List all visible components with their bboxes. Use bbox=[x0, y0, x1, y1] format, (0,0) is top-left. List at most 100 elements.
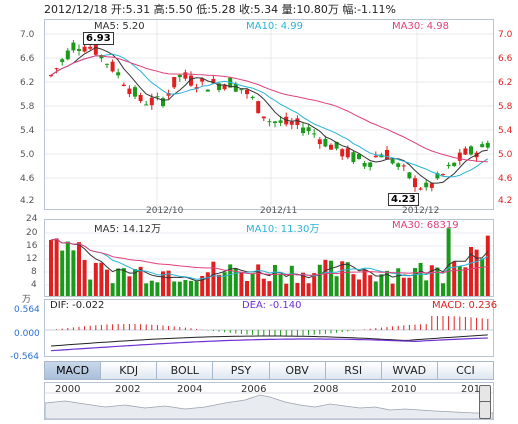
candle bbox=[463, 148, 468, 155]
volume-bar bbox=[177, 281, 182, 296]
volume-bar bbox=[194, 281, 199, 296]
volume-bar bbox=[385, 270, 389, 296]
volume-chart-panel[interactable] bbox=[44, 219, 494, 297]
volume-bar bbox=[161, 271, 165, 296]
volume-bar bbox=[306, 283, 311, 296]
vol-y-tick: 4 bbox=[31, 280, 37, 290]
ma5-line bbox=[50, 46, 488, 184]
volume-bar bbox=[329, 260, 333, 296]
candle bbox=[390, 159, 395, 164]
vol-y-tick: 16 bbox=[26, 241, 38, 251]
candle bbox=[418, 188, 423, 190]
volume-bar bbox=[200, 275, 205, 296]
candle bbox=[233, 83, 238, 92]
candle bbox=[329, 144, 333, 150]
candle bbox=[127, 88, 132, 95]
tab-macd[interactable]: MACD bbox=[44, 361, 102, 380]
price-y-tick: 5.0 bbox=[20, 150, 35, 160]
price-chart-panel[interactable] bbox=[44, 19, 494, 210]
candle bbox=[217, 83, 221, 91]
range-handle-end[interactable] bbox=[479, 401, 491, 419]
volume-bar bbox=[289, 265, 294, 296]
volume-bar bbox=[239, 272, 244, 296]
candle bbox=[446, 164, 451, 167]
price-y-tick-right: 4.2 bbox=[498, 196, 513, 206]
high-price-marker: 6.93 bbox=[83, 32, 114, 45]
volume-bar bbox=[379, 274, 384, 296]
year-label: 2002 bbox=[115, 384, 141, 395]
vol-y-tick: 24 bbox=[26, 214, 38, 224]
price-y-tick-right: 6.6 bbox=[498, 54, 513, 64]
tab-psy[interactable]: PSY bbox=[213, 361, 270, 380]
candle bbox=[60, 59, 65, 62]
tab-obv[interactable]: OBV bbox=[269, 361, 326, 380]
candle bbox=[306, 127, 311, 132]
candle bbox=[261, 116, 266, 119]
tab-cci[interactable]: CCI bbox=[437, 361, 494, 380]
tab-kdj[interactable]: KDJ bbox=[101, 361, 158, 380]
candle bbox=[189, 75, 193, 86]
timeline-sparkline bbox=[45, 392, 493, 419]
volume-bar bbox=[435, 267, 440, 296]
candle bbox=[222, 84, 227, 90]
candle bbox=[273, 121, 277, 124]
dif-line bbox=[50, 334, 488, 347]
candle bbox=[183, 72, 188, 79]
volume-bar bbox=[133, 268, 137, 296]
tab-wvad[interactable]: WVAD bbox=[381, 361, 438, 380]
volume-bar bbox=[155, 282, 160, 296]
candle bbox=[413, 178, 417, 188]
candle bbox=[99, 55, 104, 59]
volume-bar bbox=[334, 276, 339, 296]
candle bbox=[161, 98, 165, 107]
candle bbox=[65, 50, 70, 60]
volume-bar bbox=[82, 259, 87, 296]
candle bbox=[362, 163, 367, 167]
price-y-tick-right: 6.2 bbox=[498, 78, 513, 88]
candle bbox=[239, 89, 244, 91]
candle bbox=[177, 74, 182, 78]
volume-bar bbox=[362, 269, 367, 296]
date-tick: 2012/12 bbox=[402, 206, 440, 216]
volume-bar bbox=[217, 274, 221, 296]
volume-bar bbox=[71, 250, 76, 296]
volume-bar bbox=[149, 280, 154, 296]
volume-bar bbox=[250, 273, 255, 296]
candle bbox=[312, 133, 317, 135]
volume-bar bbox=[116, 268, 121, 296]
volume-bar bbox=[205, 272, 210, 296]
candle bbox=[144, 104, 149, 106]
candle bbox=[485, 142, 490, 148]
volume-bar bbox=[469, 246, 473, 296]
price-y-tick-right: 5.0 bbox=[498, 150, 513, 160]
macd-chart-panel[interactable] bbox=[44, 299, 494, 357]
volume-bar bbox=[407, 277, 412, 296]
volume-bar bbox=[373, 281, 378, 296]
candle bbox=[457, 152, 462, 161]
candle bbox=[323, 138, 328, 147]
candle bbox=[452, 162, 457, 167]
tab-rsi[interactable]: RSI bbox=[325, 361, 382, 380]
volume-bar bbox=[144, 283, 149, 296]
volume-bar bbox=[401, 277, 406, 296]
price-y-tick: 5.8 bbox=[20, 102, 35, 112]
candle bbox=[351, 152, 356, 163]
dif-label: DIF: -0.022 bbox=[50, 300, 105, 311]
volume-bar bbox=[295, 282, 300, 296]
ma10-label: MA10: 4.99 bbox=[246, 21, 304, 32]
volume-bar bbox=[49, 239, 53, 296]
volume-bar bbox=[127, 276, 132, 296]
volume-bar bbox=[340, 261, 345, 296]
candle bbox=[480, 144, 485, 148]
candle bbox=[469, 146, 473, 155]
tab-boll[interactable]: BOLL bbox=[157, 361, 214, 380]
ma30-line bbox=[50, 55, 488, 163]
volume-bar bbox=[233, 268, 238, 296]
volume-bar bbox=[245, 281, 249, 296]
volume-bar bbox=[452, 261, 457, 296]
volume-bar bbox=[429, 265, 434, 296]
candle bbox=[435, 173, 440, 179]
price-y-tick: 4.6 bbox=[20, 174, 35, 184]
timeline-navigator[interactable]: 2000 2002 2004 2006 2008 2010 201 bbox=[44, 382, 494, 420]
vol-y-tick: 12 bbox=[26, 254, 38, 264]
